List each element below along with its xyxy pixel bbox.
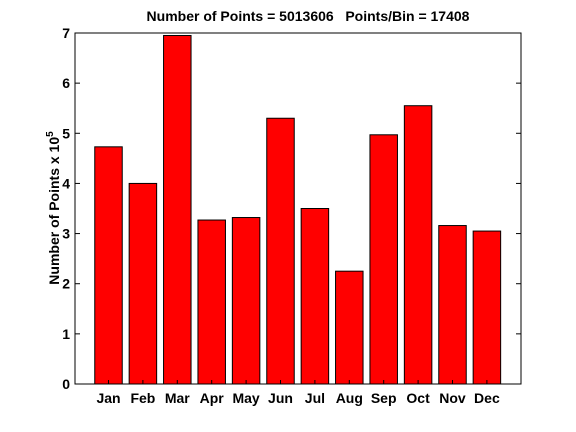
- x-tick-label: Nov: [439, 390, 466, 406]
- bar-jun: [266, 117, 295, 385]
- bar-feb: [128, 182, 158, 385]
- bar-jul: [300, 208, 330, 385]
- bar-jan: [94, 146, 123, 385]
- axes-box: [74, 32, 522, 385]
- bar-aug: [335, 270, 364, 385]
- y-axis-label-exponent: 5: [45, 131, 56, 137]
- y-tick-label: 0: [62, 376, 70, 392]
- y-tick-label: 4: [62, 175, 70, 191]
- x-tick-label: Jul: [305, 390, 325, 406]
- y-tick-label: 1: [62, 326, 70, 342]
- y-axis-label-text: Number of Points x 10: [46, 137, 62, 285]
- x-tick-label: Mar: [165, 390, 190, 406]
- bar-dec: [472, 230, 502, 385]
- x-tick-label: Jun: [268, 390, 293, 406]
- x-tick-label: Sep: [371, 390, 397, 406]
- bar-oct: [403, 105, 433, 385]
- bar-apr: [197, 219, 226, 385]
- x-tick-label: Aug: [336, 390, 363, 406]
- y-tick-label: 3: [62, 226, 70, 242]
- bar-may: [231, 217, 261, 385]
- y-tick-label: 5: [62, 125, 70, 141]
- bar-nov: [438, 225, 467, 385]
- y-tick-label: 2: [62, 276, 70, 292]
- x-tick-label: Apr: [200, 390, 225, 406]
- x-tick-label: Jan: [96, 390, 120, 406]
- y-tick-label: 7: [62, 25, 70, 41]
- y-axis-label: Number of Points x 105: [45, 131, 62, 285]
- x-tick-label: Feb: [130, 390, 155, 406]
- bar-sep: [369, 134, 398, 385]
- bar-mar: [163, 35, 192, 385]
- x-tick-label: Dec: [474, 390, 500, 406]
- y-tick-label: 6: [62, 75, 70, 91]
- x-tick-label: Oct: [406, 390, 430, 406]
- x-tick-label: May: [232, 390, 259, 406]
- chart-title: Number of Points = 5013606 Points/Bin = …: [147, 8, 470, 24]
